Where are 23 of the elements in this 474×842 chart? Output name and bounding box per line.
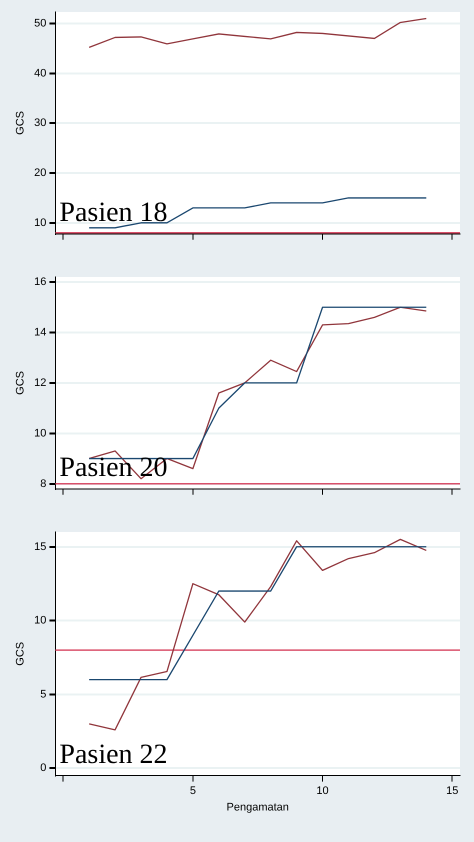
y-tick-label: 40 [34, 67, 46, 80]
x-tick-label: 5 [190, 785, 196, 798]
y-tick-label: 50 [34, 17, 46, 30]
annotation: Pasien 22 [59, 738, 168, 770]
y-tick-label: 30 [34, 117, 46, 130]
annotation: Pasien 18 [59, 197, 168, 228]
y-tick-label: 16 [34, 276, 46, 288]
x-tick-label: 10 [316, 785, 329, 798]
y-axis-title: GCS [14, 110, 27, 135]
y-tick-label: 20 [34, 167, 46, 180]
y-axis-title: GCS [14, 370, 27, 395]
y-axis-title: GCS [14, 642, 27, 666]
y-tick-label: 15 [34, 540, 46, 553]
y-tick-label: 12 [34, 376, 46, 389]
y-tick-label: 10 [34, 216, 46, 229]
y-tick-label: 8 [40, 478, 46, 490]
y-tick-label: 10 [34, 427, 46, 440]
x-axis-title: Pengamatan [226, 801, 289, 814]
y-tick-label: 0 [40, 762, 46, 774]
x-tick-label: 15 [446, 785, 458, 798]
y-tick-label: 5 [40, 688, 46, 700]
y-tick-label: 10 [34, 614, 46, 627]
y-tick-label: 14 [34, 326, 46, 339]
